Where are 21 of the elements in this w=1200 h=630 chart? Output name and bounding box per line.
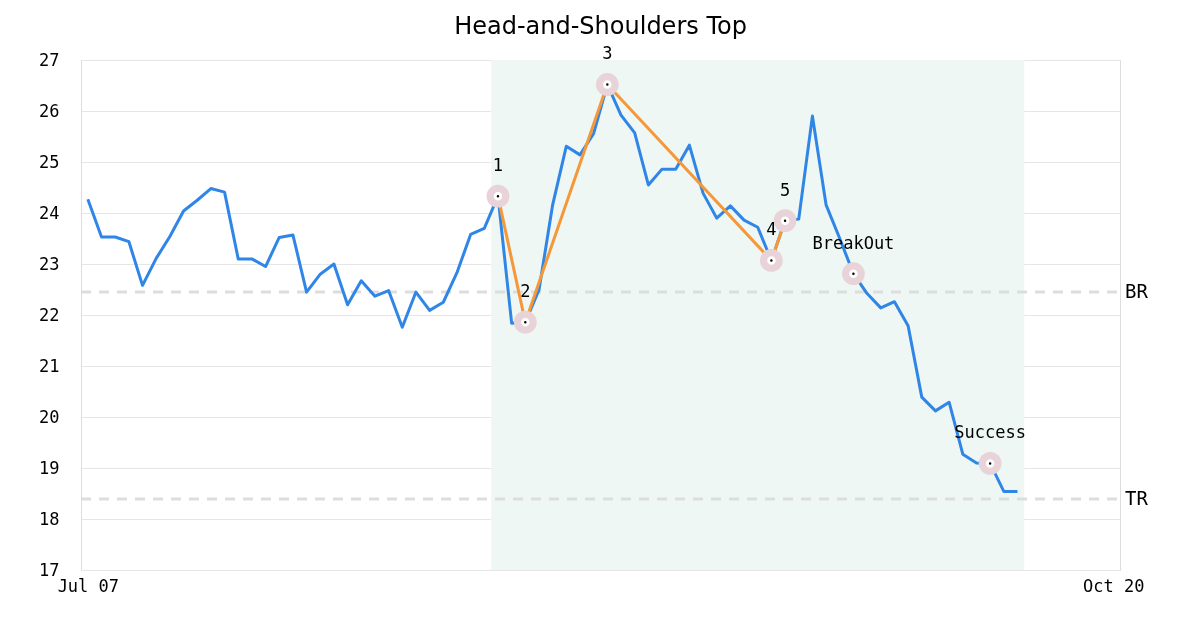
y-tick-label: 25 <box>39 151 60 172</box>
y-tick-label: 18 <box>39 508 60 529</box>
ref-line-label: TR <box>1125 487 1149 510</box>
y-tick-label: 26 <box>39 100 60 121</box>
annotation: 4 <box>766 219 777 240</box>
chart-title: Head-and-Shoulders Top <box>454 12 747 41</box>
y-tick-label: 27 <box>39 49 60 70</box>
y-tick-label: 21 <box>39 355 60 376</box>
annotation: 5 <box>779 179 791 200</box>
annotation: 3 <box>602 43 613 64</box>
x-tick-label: Oct 20 <box>1082 575 1145 596</box>
y-tick-label: 20 <box>39 406 60 427</box>
y-tick-label: 19 <box>39 457 60 478</box>
y-tick-label: 22 <box>39 304 60 325</box>
y-tick-label: 23 <box>39 253 60 274</box>
annotation: 2 <box>520 281 531 302</box>
annotation: 1 <box>492 155 504 176</box>
y-tick-label: 24 <box>39 202 60 223</box>
x-tick-label: Jul 07 <box>57 575 120 596</box>
ref-line-label: BR <box>1125 280 1149 303</box>
y-tick-label: 17 <box>39 559 60 580</box>
